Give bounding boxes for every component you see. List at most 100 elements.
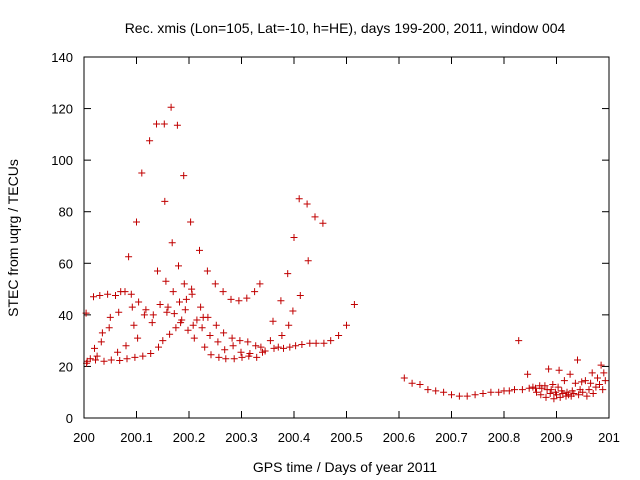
data-point [553, 391, 560, 399]
data-point [416, 381, 424, 388]
data-point [91, 344, 98, 352]
data-point [574, 356, 581, 364]
data-point [104, 290, 112, 298]
data-point [160, 120, 168, 128]
data-point [114, 348, 122, 356]
data-point [212, 321, 220, 329]
data-point [432, 387, 440, 395]
data-point [541, 382, 549, 390]
x-tick-label: 201 [598, 430, 620, 445]
data-point [524, 370, 532, 378]
y-axis-label: STEC from uqrg / TECUs [5, 159, 21, 317]
data-point [93, 352, 101, 360]
data-points [82, 103, 609, 403]
data-point [532, 384, 539, 392]
data-point [298, 341, 306, 348]
x-tick-label: 200.5 [330, 430, 363, 445]
data-point [188, 290, 196, 298]
data-point [327, 337, 335, 345]
plot-frame [83, 56, 610, 419]
data-point [597, 361, 605, 369]
data-point [196, 246, 203, 254]
data-point [600, 369, 608, 377]
data-point [184, 326, 192, 334]
data-point [290, 234, 298, 241]
data-point [100, 357, 108, 365]
data-point [189, 321, 197, 329]
data-point [198, 324, 206, 332]
data-point [175, 262, 182, 270]
data-point [455, 392, 463, 400]
data-point [515, 337, 523, 345]
data-point [545, 365, 553, 373]
data-point [238, 353, 246, 361]
data-point [277, 297, 285, 305]
data-point [156, 301, 164, 308]
data-point [187, 218, 195, 226]
data-point [107, 356, 115, 364]
data-point [215, 353, 223, 361]
data-point [587, 379, 595, 387]
data-point [479, 390, 487, 397]
data-point [579, 388, 587, 396]
data-point [230, 355, 238, 363]
data-point [235, 297, 243, 305]
data-point [154, 267, 161, 275]
data-point [505, 387, 513, 395]
data-point [303, 200, 311, 208]
data-point [440, 388, 448, 396]
data-point [168, 239, 176, 247]
data-point [172, 324, 180, 332]
data-point [350, 301, 358, 308]
data-point [164, 303, 172, 311]
data-point [134, 334, 142, 342]
data-point [320, 339, 328, 347]
data-point [203, 267, 211, 275]
data-point [127, 290, 135, 298]
data-point [592, 383, 600, 391]
data-point [304, 257, 312, 265]
x-tick-label: 200 [73, 430, 95, 445]
data-point [270, 344, 278, 352]
data-point [180, 172, 188, 180]
data-point [180, 280, 188, 288]
data-point [97, 338, 105, 346]
data-point [176, 298, 183, 306]
data-point [139, 352, 147, 360]
data-point [306, 339, 314, 347]
data-point [92, 356, 99, 364]
data-point [311, 213, 319, 221]
data-point [589, 390, 597, 397]
data-point [542, 393, 550, 401]
x-tick-label: 200.3 [225, 430, 258, 445]
data-point [588, 369, 596, 377]
y-tick-label: 0 [66, 411, 73, 426]
data-point [163, 308, 171, 316]
data-point [207, 351, 215, 359]
x-tick-label: 200.1 [120, 430, 153, 445]
data-point [547, 386, 555, 394]
data-point [269, 317, 277, 325]
data-point [343, 321, 350, 329]
data-point [594, 374, 601, 382]
data-point [90, 293, 97, 301]
data-point [578, 378, 586, 386]
data-point [211, 280, 219, 288]
data-point [142, 306, 150, 314]
data-point [228, 334, 236, 342]
data-point [166, 330, 174, 338]
data-point [122, 342, 130, 350]
data-point [285, 321, 293, 329]
data-point [147, 350, 155, 357]
x-tick-label: 200.6 [383, 430, 416, 445]
data-point [121, 288, 129, 296]
data-point [128, 303, 136, 311]
data-point [227, 295, 235, 303]
data-point [155, 343, 162, 351]
data-point [495, 388, 503, 396]
data-point [237, 348, 245, 356]
data-point [153, 120, 160, 128]
data-point [400, 374, 408, 382]
data-point [554, 383, 562, 391]
